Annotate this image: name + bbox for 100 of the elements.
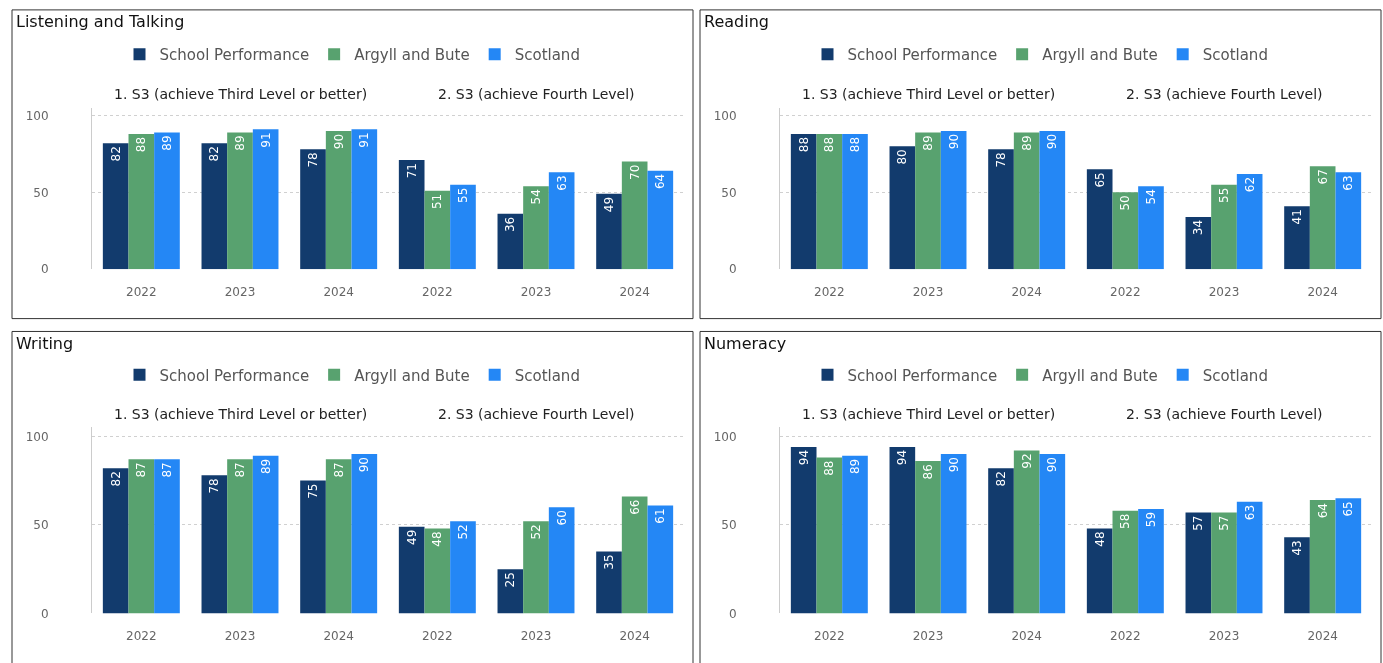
data-label: 49 [404, 529, 419, 545]
bar [1309, 500, 1336, 614]
data-label: 52 [529, 524, 543, 540]
x-tick-label: 2024 [323, 629, 354, 644]
bar [816, 133, 843, 270]
data-label: 88 [134, 136, 149, 153]
bar [497, 213, 524, 270]
data-label: 52 [455, 524, 470, 540]
data-label: 78 [994, 152, 1009, 168]
bar [424, 528, 451, 614]
bar [300, 149, 326, 270]
text: 2. S3 (achieve Fourth Level) [438, 86, 635, 102]
x-tick-label: 2022 [814, 629, 845, 644]
bar [1013, 450, 1040, 614]
bar [596, 551, 622, 614]
bar [889, 146, 916, 270]
data-label: 91 [258, 132, 273, 148]
bar [300, 480, 326, 614]
bar [1236, 501, 1263, 614]
bar [450, 184, 476, 270]
bar [523, 186, 549, 270]
bar [596, 193, 622, 270]
bar [940, 454, 967, 614]
data-label: 35 [602, 554, 617, 570]
legend-label: Argyll and Bute [354, 46, 470, 65]
bar [790, 133, 817, 270]
data-label: 66 [627, 499, 642, 515]
data-label: 41 [1290, 209, 1305, 225]
bar [816, 457, 843, 614]
bar [1013, 132, 1040, 270]
bar [325, 130, 352, 270]
bar [915, 461, 941, 614]
bar [548, 507, 575, 614]
bar [1335, 498, 1362, 614]
data-label: 88 [847, 136, 862, 153]
bar [548, 172, 575, 270]
data-label: 90 [946, 133, 961, 150]
data-label: 71 [404, 163, 419, 179]
x-tick-label: 2022 [1110, 285, 1141, 300]
legend-label: Argyll and Bute [1042, 366, 1158, 385]
data-label: 86 [921, 464, 935, 480]
legend-label: Argyll and Bute [1042, 46, 1158, 65]
y-tick-label: 0 [40, 606, 49, 621]
data-label: 88 [822, 136, 837, 153]
bar [1185, 512, 1212, 614]
data-label: 80 [895, 149, 910, 165]
data-label: 82 [207, 146, 222, 162]
data-label: 36 [503, 216, 518, 233]
data-label: 90 [1045, 457, 1060, 473]
legend-label: Scotland [514, 366, 580, 385]
y-tick-label: 100 [713, 429, 737, 444]
bar [940, 130, 967, 270]
bar [128, 459, 155, 614]
data-label: 78 [306, 152, 321, 168]
x-tick-label: 2024 [619, 629, 650, 644]
data-label: 70 [627, 164, 642, 180]
bar [1086, 528, 1113, 614]
x-tick-label: 2024 [619, 285, 650, 300]
data-label: 50 [1118, 195, 1133, 211]
data-label: 90 [1045, 133, 1060, 150]
bar [1335, 172, 1362, 270]
data-label: 87 [331, 462, 346, 478]
y-tick-label: 50 [33, 518, 49, 533]
x-tick-label: 2023 [224, 629, 256, 644]
bar [1086, 169, 1113, 270]
bar [1284, 537, 1310, 614]
data-label: 78 [207, 478, 222, 494]
bar [915, 132, 941, 270]
bar [1211, 512, 1237, 614]
bar [842, 133, 868, 270]
data-label: 89 [921, 135, 935, 151]
bar [1185, 216, 1212, 270]
bar [154, 459, 180, 614]
bar [1039, 130, 1066, 270]
data-label: 90 [331, 133, 346, 150]
data-label: 62 [1242, 176, 1257, 193]
x-tick-label: 2024 [1011, 629, 1042, 644]
bar [497, 569, 524, 614]
data-label: 63 [1341, 175, 1356, 191]
data-label: 54 [1143, 189, 1158, 205]
legend-label: Scotland [1202, 46, 1268, 65]
data-label: 82 [994, 471, 1009, 487]
x-tick-label: 2023 [1208, 285, 1240, 300]
x-tick-label: 2023 [224, 285, 256, 300]
legend-label: Scotland [514, 46, 580, 65]
y-tick-label: 0 [728, 262, 737, 277]
x-tick-label: 2022 [814, 285, 845, 300]
bar [889, 446, 916, 614]
text: 1. S3 (achieve Third Level or better) [114, 406, 368, 422]
data-label: 60 [554, 510, 569, 526]
legend-label: School Performance [847, 366, 998, 385]
y-tick-label: 50 [721, 518, 737, 533]
data-label: 92 [1019, 453, 1034, 469]
bar [398, 160, 425, 270]
chart-title: Writing [16, 334, 74, 353]
bar [1211, 184, 1237, 270]
data-label: 88 [796, 136, 811, 153]
y-tick-label: 100 [25, 108, 49, 123]
data-label: 57 [1191, 515, 1206, 531]
data-label: 94 [796, 449, 811, 466]
